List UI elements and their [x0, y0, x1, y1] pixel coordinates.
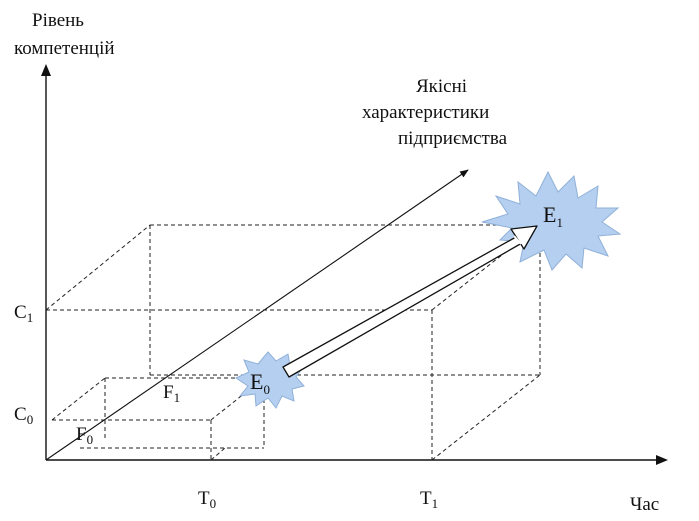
tick-t0: T0	[198, 488, 216, 511]
y-axis-arrowhead	[41, 64, 51, 76]
quality-axis-label-line1: Якісні	[416, 76, 467, 97]
e1-burst	[481, 170, 622, 271]
x-axis-label: Час	[630, 494, 659, 515]
quality-axis-label-line2: характеристики	[362, 102, 489, 123]
tick-c0: C0	[14, 404, 33, 427]
region-f0: F0	[76, 424, 93, 447]
outer-box	[45, 224, 541, 461]
y-axis-label-line2: компетенцій	[14, 38, 115, 59]
region-f1: F1	[163, 382, 180, 405]
state-e1: E1	[543, 202, 563, 230]
quality-axis	[45, 169, 469, 461]
inner-box	[51, 377, 265, 461]
tick-t1: T1	[420, 488, 438, 511]
tick-c1: C1	[14, 302, 33, 325]
y-axis-label-line1: Рівень	[32, 10, 84, 31]
quality-axis-label-line3: підприємства	[398, 128, 508, 149]
state-e0: E0	[250, 369, 270, 397]
x-axis-arrowhead	[656, 455, 668, 465]
transition-arrow	[282, 225, 538, 378]
